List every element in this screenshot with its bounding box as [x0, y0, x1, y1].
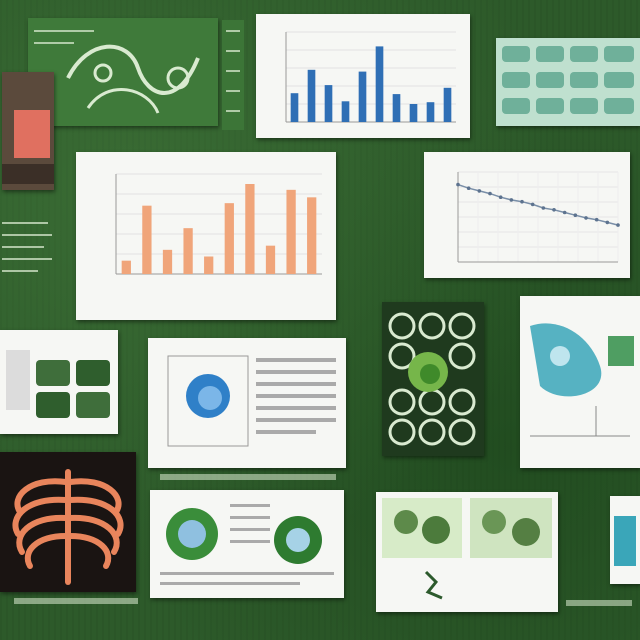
- bar: [375, 46, 384, 122]
- caption-stripe-bottom-right: [566, 600, 632, 606]
- left-text-block: [0, 218, 56, 288]
- data-point: [573, 213, 578, 217]
- data-point: [466, 186, 471, 190]
- ribcage-image: [0, 452, 136, 592]
- bar: [443, 87, 452, 122]
- series-line: [457, 183, 619, 226]
- bar: [286, 189, 296, 274]
- tiles-panel-top-right: [496, 38, 640, 126]
- data-point: [456, 182, 460, 187]
- bar: [162, 249, 173, 274]
- teal-figure: [530, 323, 634, 437]
- bar: [245, 184, 255, 274]
- leaf-grid: [6, 350, 110, 418]
- data-point: [477, 189, 482, 193]
- data-point: [562, 210, 567, 215]
- caption-stripe-bottom-left: [14, 598, 138, 604]
- data-point: [541, 206, 546, 210]
- book-label: [14, 110, 50, 158]
- bar: [324, 85, 333, 122]
- cell-diagram-document: [148, 338, 346, 468]
- tissue-collage: [382, 498, 552, 600]
- bar: [392, 94, 401, 122]
- data-point: [509, 198, 514, 202]
- right-edge-figure: [610, 496, 640, 584]
- caption-stripe-mid: [160, 474, 336, 480]
- orange-bar-chart: [115, 173, 322, 275]
- blue-bar-chart: [285, 31, 456, 123]
- bar: [121, 260, 131, 274]
- ornament-swirl: [66, 44, 200, 114]
- line-chart-card: [424, 152, 630, 278]
- tile-grid: [502, 46, 634, 114]
- circles-panel: [382, 302, 484, 456]
- green-circle-document: [150, 490, 344, 598]
- bar: [224, 203, 234, 274]
- data-point: [520, 199, 524, 204]
- data-point: [488, 191, 492, 196]
- tissue-collage-document: [376, 492, 558, 612]
- ribcage-illustration: [12, 469, 124, 585]
- bar: [358, 71, 367, 122]
- circle-grid: [388, 312, 476, 446]
- data-point: [498, 195, 503, 199]
- data-point: [594, 217, 599, 222]
- bar: [426, 102, 435, 122]
- data-point: [552, 208, 556, 212]
- orange-bar-chart-card: [76, 152, 336, 320]
- data-point: [530, 202, 535, 207]
- data-point: [584, 216, 588, 220]
- book-cover: [2, 72, 54, 190]
- line-chart: [456, 171, 620, 263]
- teal-figure-document: [520, 296, 640, 468]
- bar: [183, 228, 193, 274]
- blue-bar-chart-card: [256, 14, 470, 138]
- bar: [307, 69, 316, 122]
- leaf-thumbnails-card: [0, 330, 118, 434]
- bar: [341, 101, 350, 122]
- bar: [290, 93, 299, 122]
- cell-diagram: [167, 355, 336, 447]
- bar: [307, 197, 317, 274]
- data-point: [616, 223, 620, 227]
- bar: [142, 205, 152, 274]
- vertical-text-strip: [222, 20, 244, 130]
- bar: [409, 104, 418, 122]
- document-figures: [160, 504, 334, 585]
- data-point: [605, 220, 610, 225]
- bar: [265, 245, 276, 274]
- bar: [204, 256, 214, 274]
- ornate-panel-top-left: [28, 18, 218, 126]
